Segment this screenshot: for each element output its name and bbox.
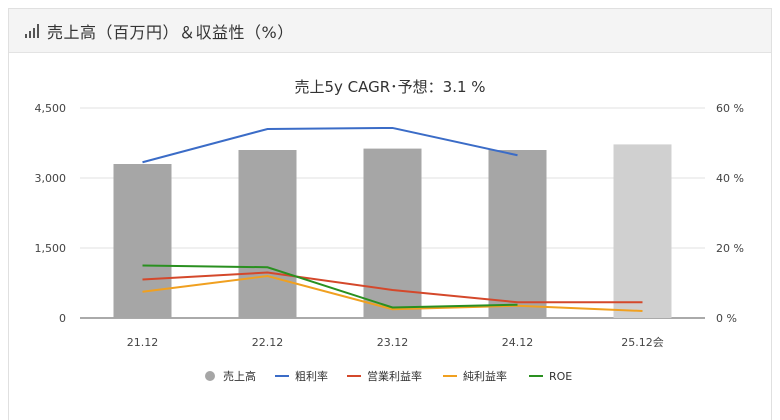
bar-chart-icon: [25, 23, 39, 38]
left-axis-tick-label: 1,500: [35, 242, 67, 255]
x-axis-tick-label: 21.12: [127, 336, 159, 349]
chart-title: 売上5y CAGR･予想：3.1 %: [294, 78, 485, 96]
bar-series: [113, 144, 672, 318]
line-series-group: [142, 126, 643, 312]
legend-label: 売上高: [223, 369, 256, 383]
line-series: [142, 271, 643, 304]
bar: [488, 150, 547, 318]
bar: [613, 144, 672, 318]
right-axis-tick-label: 20 %: [716, 242, 744, 255]
legend-label: 営業利益率: [367, 369, 422, 383]
bar: [113, 164, 172, 318]
left-axis-tick-label: 3,000: [35, 172, 67, 185]
right-axis-tick-label: 60 %: [716, 102, 744, 115]
legend-label: 粗利率: [295, 369, 328, 383]
legend: 売上高 粗利率 営業利益率 純利益率 ROE: [205, 369, 572, 383]
line-series: [142, 126, 518, 164]
left-axis-tick-label: 0: [59, 312, 66, 325]
x-axis-tick-label: 22.12: [252, 336, 284, 349]
line-series: [142, 264, 518, 309]
legend-marker-bar: [205, 371, 215, 381]
x-axis-tick-label: 23.12: [377, 336, 409, 349]
right-axis-tick-label: 40 %: [716, 172, 744, 185]
card-header: 売上高（百万円）＆収益性（%）: [9, 9, 771, 53]
legend-label: ROE: [549, 370, 572, 383]
card-title: 売上高（百万円）＆収益性（%）: [47, 22, 294, 42]
x-axis-tick-label: 25.12会: [621, 336, 664, 349]
legend-label: 純利益率: [463, 369, 507, 383]
x-axis-tick-label: 24.12: [502, 336, 534, 349]
bar: [238, 150, 297, 318]
left-axis-tick-label: 4,500: [35, 102, 67, 115]
right-axis-tick-label: 0 %: [716, 312, 737, 325]
tick-labels: 0 0 % 1,500 20 % 3,000 40 % 4,500 60 % 21.12 22.1…: [35, 102, 744, 349]
line-series: [142, 274, 643, 312]
